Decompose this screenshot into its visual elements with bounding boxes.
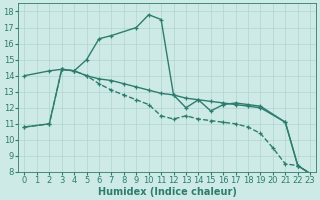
- X-axis label: Humidex (Indice chaleur): Humidex (Indice chaleur): [98, 187, 237, 197]
